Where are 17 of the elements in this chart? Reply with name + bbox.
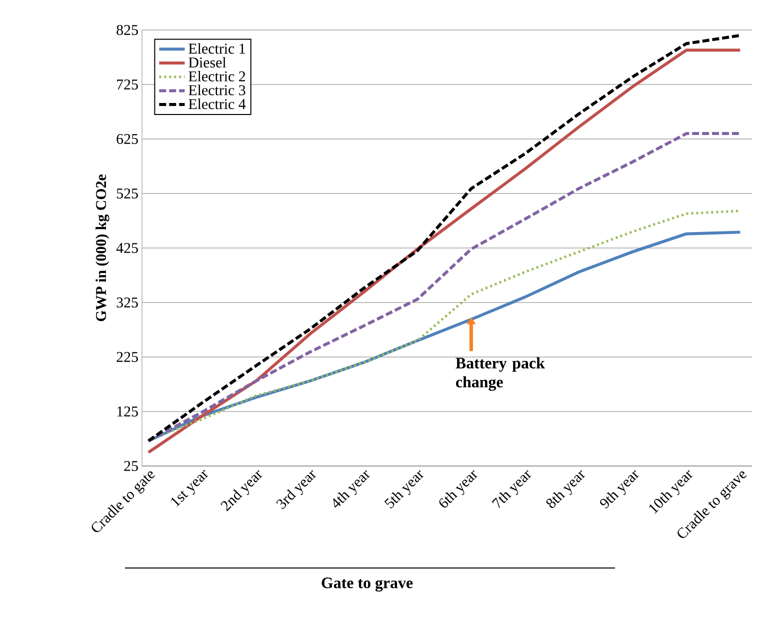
- y-tick-label: 425: [116, 242, 138, 254]
- y-tick-label: 25: [124, 460, 138, 472]
- y-tick-label: 225: [116, 352, 138, 362]
- y-tick-label: 525: [116, 188, 138, 199]
- y-tick-label: 625: [116, 134, 138, 144]
- y-axis-title: GWP in (000) kg CO2e: [96, 174, 110, 322]
- y-tick-label: 125: [117, 406, 138, 417]
- y-tick-label: 725: [117, 79, 138, 90]
- legend-label: Diesel: [188, 57, 226, 68]
- annotation: Battery pack change: [456, 357, 545, 391]
- y-tick-label: 825: [116, 24, 138, 36]
- legend-label: Electric 4: [188, 98, 246, 110]
- y-tick-label: 325: [116, 297, 138, 308]
- legend-label: Electric 2: [188, 70, 246, 82]
- text: Gate to grave: [322, 578, 413, 592]
- legend-label: Electric 3: [188, 84, 246, 96]
- legend-label: Electric 1: [188, 43, 245, 54]
